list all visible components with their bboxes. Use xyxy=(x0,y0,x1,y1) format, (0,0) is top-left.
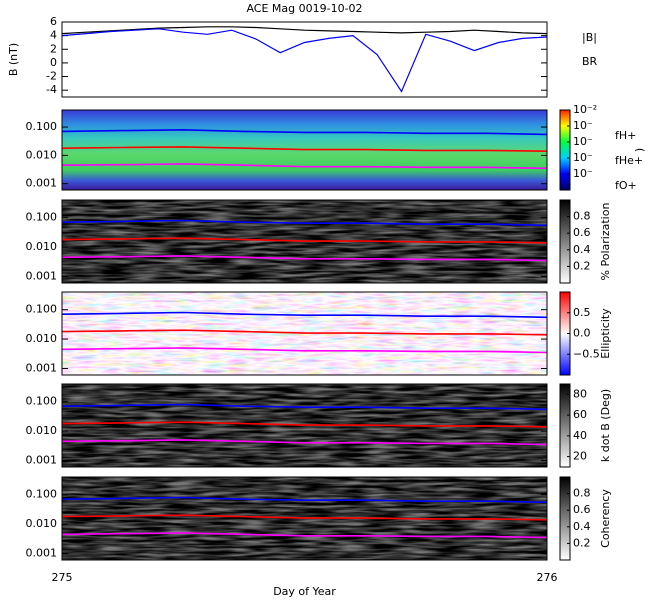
colorbar-tick-label: 80 xyxy=(573,387,587,400)
series-line xyxy=(61,403,548,411)
series-line xyxy=(61,329,548,336)
series-line xyxy=(61,237,548,244)
colorbar-label: % Polarization xyxy=(599,203,612,281)
colorbar-tick-label: 0.2 xyxy=(573,259,591,272)
y-tick-label: 0.001 xyxy=(26,546,58,559)
y-tick-label: 0.001 xyxy=(26,269,58,282)
y-tick-label: 0.010 xyxy=(26,332,58,345)
series-line xyxy=(61,255,548,262)
plot-frame xyxy=(61,199,548,284)
plot-frame xyxy=(61,109,548,191)
colorbar-tick-label: 0.4 xyxy=(573,520,591,533)
colorbar-tick-label: 10⁻² xyxy=(573,103,597,116)
series-line xyxy=(61,163,548,170)
plot-frame xyxy=(61,476,548,561)
colorbar-label: k dot B (Deg) xyxy=(599,389,612,462)
series-line xyxy=(61,311,548,319)
chart-title: ACE Mag 0019-10-02 xyxy=(246,2,362,15)
series-line xyxy=(61,496,548,504)
y-tick-label: 2 xyxy=(50,42,57,55)
colorbar-tick-label: 0.8 xyxy=(573,210,591,223)
y-tick-label: 6 xyxy=(50,15,57,28)
colorbar-tick-label: 10⁻ xyxy=(573,167,593,180)
series-line xyxy=(61,421,548,428)
y-tick-label: 0.100 xyxy=(26,211,58,224)
x-tick-label: 275 xyxy=(52,571,73,584)
colorbar-tick-label: 0.6 xyxy=(573,226,591,239)
series-line xyxy=(61,26,548,35)
colorbar-tick-label: 0.6 xyxy=(573,503,591,516)
series-line xyxy=(61,347,548,354)
y-tick-label: 0.010 xyxy=(26,517,58,530)
plot-frame xyxy=(61,383,548,468)
series-line xyxy=(61,439,548,446)
colorbar xyxy=(559,199,571,284)
legend-label: |B| xyxy=(582,31,597,44)
y-tick-label: 0.001 xyxy=(26,453,58,466)
colorbar-label: Coherency xyxy=(599,489,612,548)
colorbar-tick-label: 0.2 xyxy=(573,536,591,549)
colorbar-tick-label: 10⁻ xyxy=(573,151,593,164)
colorbar-label: Ellipticity xyxy=(599,308,612,359)
y-tick-label: 0.010 xyxy=(26,240,58,253)
y-axis-label: B (nT) xyxy=(7,43,20,76)
series-line xyxy=(61,514,548,521)
y-tick-label: -2 xyxy=(46,70,57,83)
legend-label: fH+ xyxy=(615,129,636,142)
colorbar-tick-label: 40 xyxy=(573,429,587,442)
legend-label: fO+ xyxy=(615,179,637,192)
colorbar-label: ) xyxy=(633,148,646,152)
y-tick-label: 0.100 xyxy=(26,120,58,133)
colorbar-tick-label: 0.0 xyxy=(573,327,591,340)
series-line xyxy=(61,146,548,152)
y-tick-label: 0.010 xyxy=(26,424,58,437)
colorbar xyxy=(559,109,571,191)
y-tick-label: 0.010 xyxy=(26,148,58,161)
colorbar xyxy=(559,476,571,561)
x-axis-label: Day of Year xyxy=(273,585,336,598)
series-line xyxy=(61,128,548,136)
series-line xyxy=(61,219,548,227)
legend-label: fHe+ xyxy=(615,154,643,167)
colorbar-tick-label: 10⁻ xyxy=(573,135,593,148)
y-tick-label: 0.001 xyxy=(26,361,58,374)
y-tick-label: 0.100 xyxy=(26,488,58,501)
plot-frame xyxy=(61,291,548,376)
legend-label: BR xyxy=(582,55,598,68)
colorbar-tick-label: 0.4 xyxy=(573,243,591,256)
colorbar-tick-label: 10⁻ xyxy=(573,119,593,132)
series-line xyxy=(61,532,548,539)
colorbar-tick-label: 60 xyxy=(573,408,587,421)
y-tick-label: -4 xyxy=(46,83,57,96)
y-tick-label: 0.100 xyxy=(26,303,58,316)
y-tick-label: 0 xyxy=(50,56,57,69)
y-tick-label: 0.001 xyxy=(26,177,58,190)
x-tick-label: 276 xyxy=(537,571,558,584)
colorbar-tick-label: 0.8 xyxy=(573,487,591,500)
series-line xyxy=(61,28,548,93)
y-tick-label: 4 xyxy=(50,29,57,42)
y-tick-label: 0.100 xyxy=(26,395,58,408)
colorbar-tick-label: 20 xyxy=(573,450,587,463)
colorbar-tick-label: 0.5 xyxy=(573,306,591,319)
colorbar xyxy=(559,383,571,468)
colorbar-tick-label: −0.5 xyxy=(573,347,600,360)
plot-frame xyxy=(61,21,548,98)
